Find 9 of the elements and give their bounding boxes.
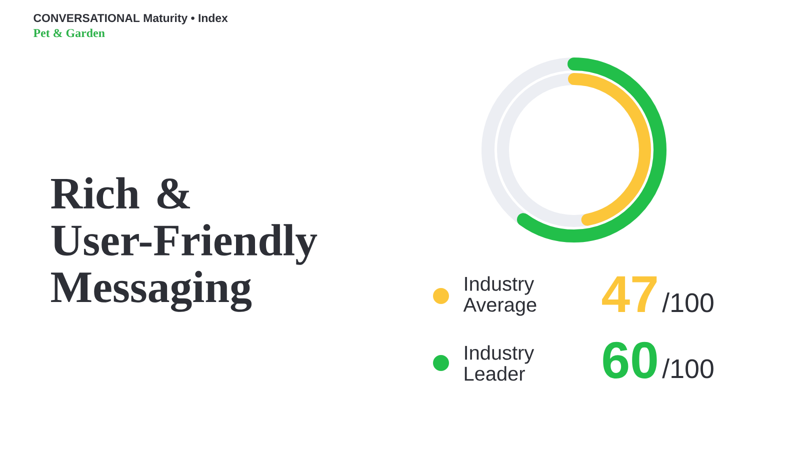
text: Rich & User-Friendly Messaging <box>51 177 318 312</box>
data-label: 60 <box>603 342 657 379</box>
category-label: Industry Leader <box>464 345 534 381</box>
data-label: 47 <box>602 276 657 312</box>
text: CONVERSATIONAL Maturity • Index <box>34 14 228 24</box>
category-label: Industry Average <box>463 276 536 316</box>
text: /100 <box>662 358 714 378</box>
text: Pet & Garden <box>33 28 105 38</box>
text: /100 <box>662 292 714 312</box>
